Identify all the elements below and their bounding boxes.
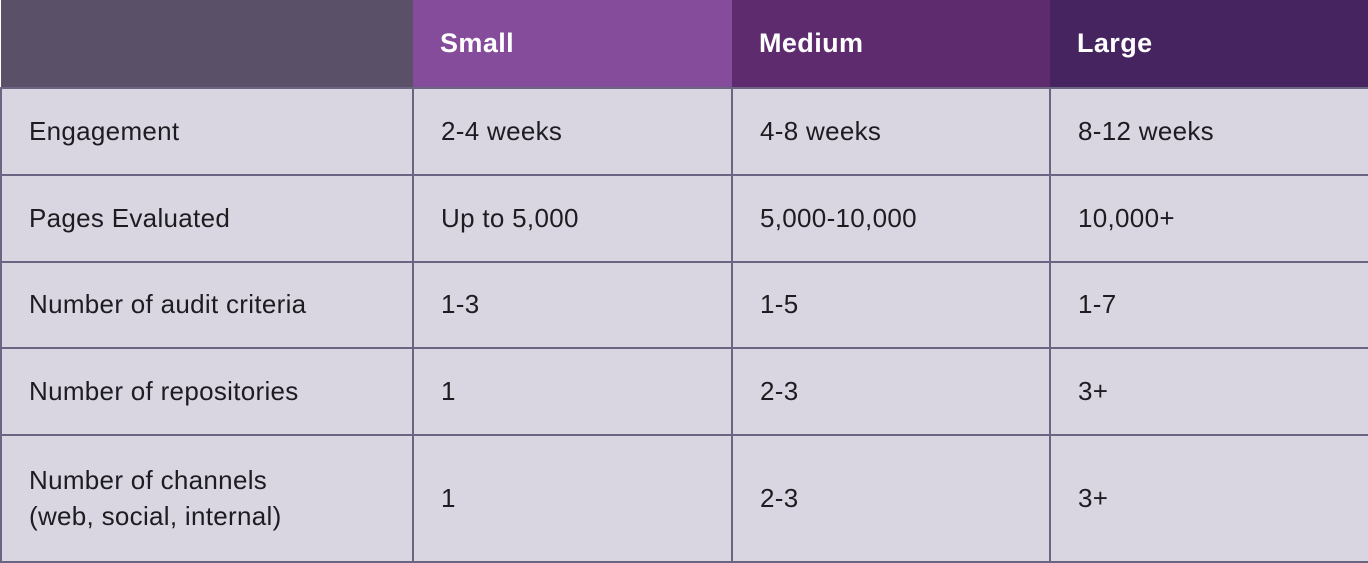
cell-criteria-large: 1-7 <box>1049 261 1368 349</box>
cell-channels-large: 3+ <box>1049 434 1368 563</box>
row-label-repositories: Number of repositories <box>0 347 414 436</box>
cell-engagement-medium: 4-8 weeks <box>731 87 1051 176</box>
header-cell-blank <box>1 0 413 88</box>
header-cell-large: Large <box>1050 0 1368 88</box>
cell-pages-large: 10,000+ <box>1049 174 1368 263</box>
cell-repositories-medium: 2-3 <box>731 347 1051 436</box>
cell-pages-medium: 5,000-10,000 <box>731 174 1051 263</box>
cell-pages-small: Up to 5,000 <box>412 174 733 263</box>
cell-engagement-small: 2-4 weeks <box>412 87 733 176</box>
row-label-audit-criteria: Number of audit criteria <box>0 261 414 349</box>
cell-repositories-small: 1 <box>412 347 733 436</box>
cell-criteria-small: 1-3 <box>412 261 733 349</box>
row-label-channels: Number of channels (web, social, interna… <box>0 434 414 563</box>
cell-engagement-large: 8-12 weeks <box>1049 87 1368 176</box>
cell-criteria-medium: 1-5 <box>731 261 1051 349</box>
table-row-repositories: Number of repositories 1 2-3 3+ <box>0 347 1368 436</box>
table-row-pages-evaluated: Pages Evaluated Up to 5,000 5,000-10,000… <box>0 174 1368 263</box>
header-row: Small Medium Large <box>1 0 1368 88</box>
cell-channels-small: 1 <box>412 434 733 563</box>
cell-channels-medium: 2-3 <box>731 434 1051 563</box>
cell-repositories-large: 3+ <box>1049 347 1368 436</box>
row-label-pages-evaluated: Pages Evaluated <box>0 174 414 263</box>
row-label-engagement: Engagement <box>0 87 414 176</box>
header-cell-medium: Medium <box>732 0 1050 88</box>
table-row-audit-criteria: Number of audit criteria 1-3 1-5 1-7 <box>0 261 1368 349</box>
table-row-engagement: Engagement 2-4 weeks 4-8 weeks 8-12 week… <box>0 87 1368 176</box>
header-cell-small: Small <box>413 0 732 88</box>
table-row-channels: Number of channels (web, social, interna… <box>0 434 1368 563</box>
